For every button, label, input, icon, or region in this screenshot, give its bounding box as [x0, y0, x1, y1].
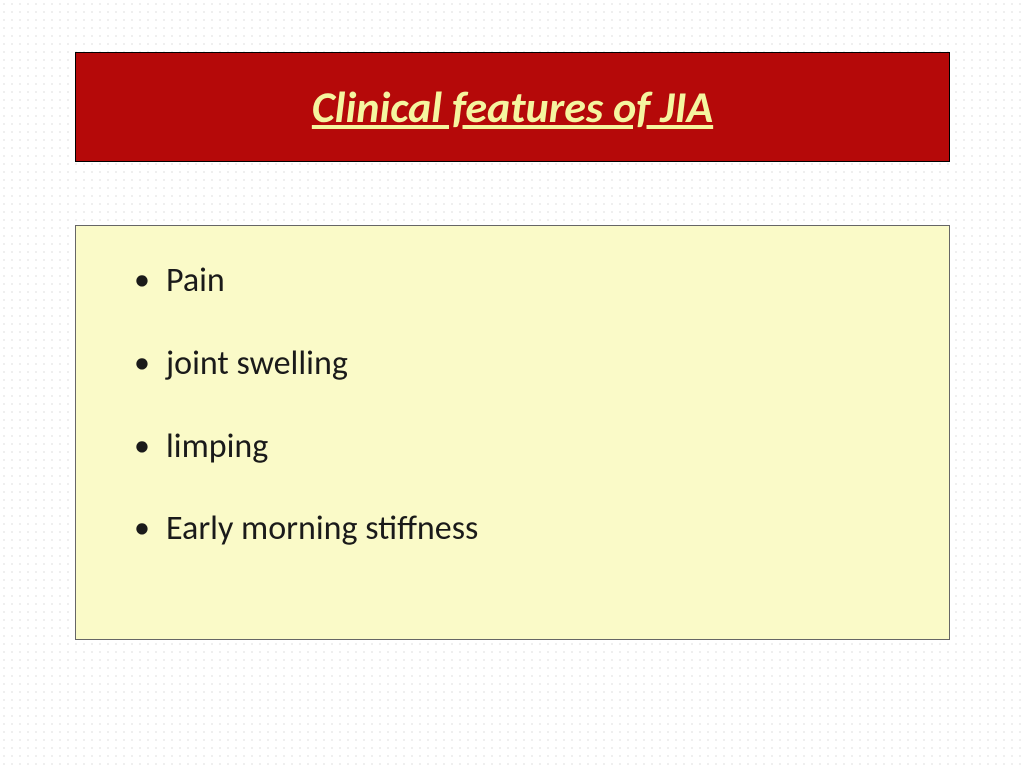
slide-title: Clinical features of JIA [312, 80, 713, 134]
bullet-text: Early morning stiffness [166, 508, 478, 549]
list-item: Early morning stiffness [126, 509, 899, 550]
title-box: Clinical features of JIA [75, 52, 950, 162]
bullet-text: Pain [166, 260, 225, 301]
list-item: Pain [126, 261, 899, 302]
bullet-list: Pain joint swelling limping Early mornin… [126, 261, 899, 550]
bullet-text: limping [166, 426, 268, 467]
list-item: joint swelling [126, 344, 899, 385]
bullet-text: joint swelling [166, 343, 348, 384]
content-box: Pain joint swelling limping Early mornin… [75, 225, 950, 640]
list-item: limping [126, 427, 899, 468]
